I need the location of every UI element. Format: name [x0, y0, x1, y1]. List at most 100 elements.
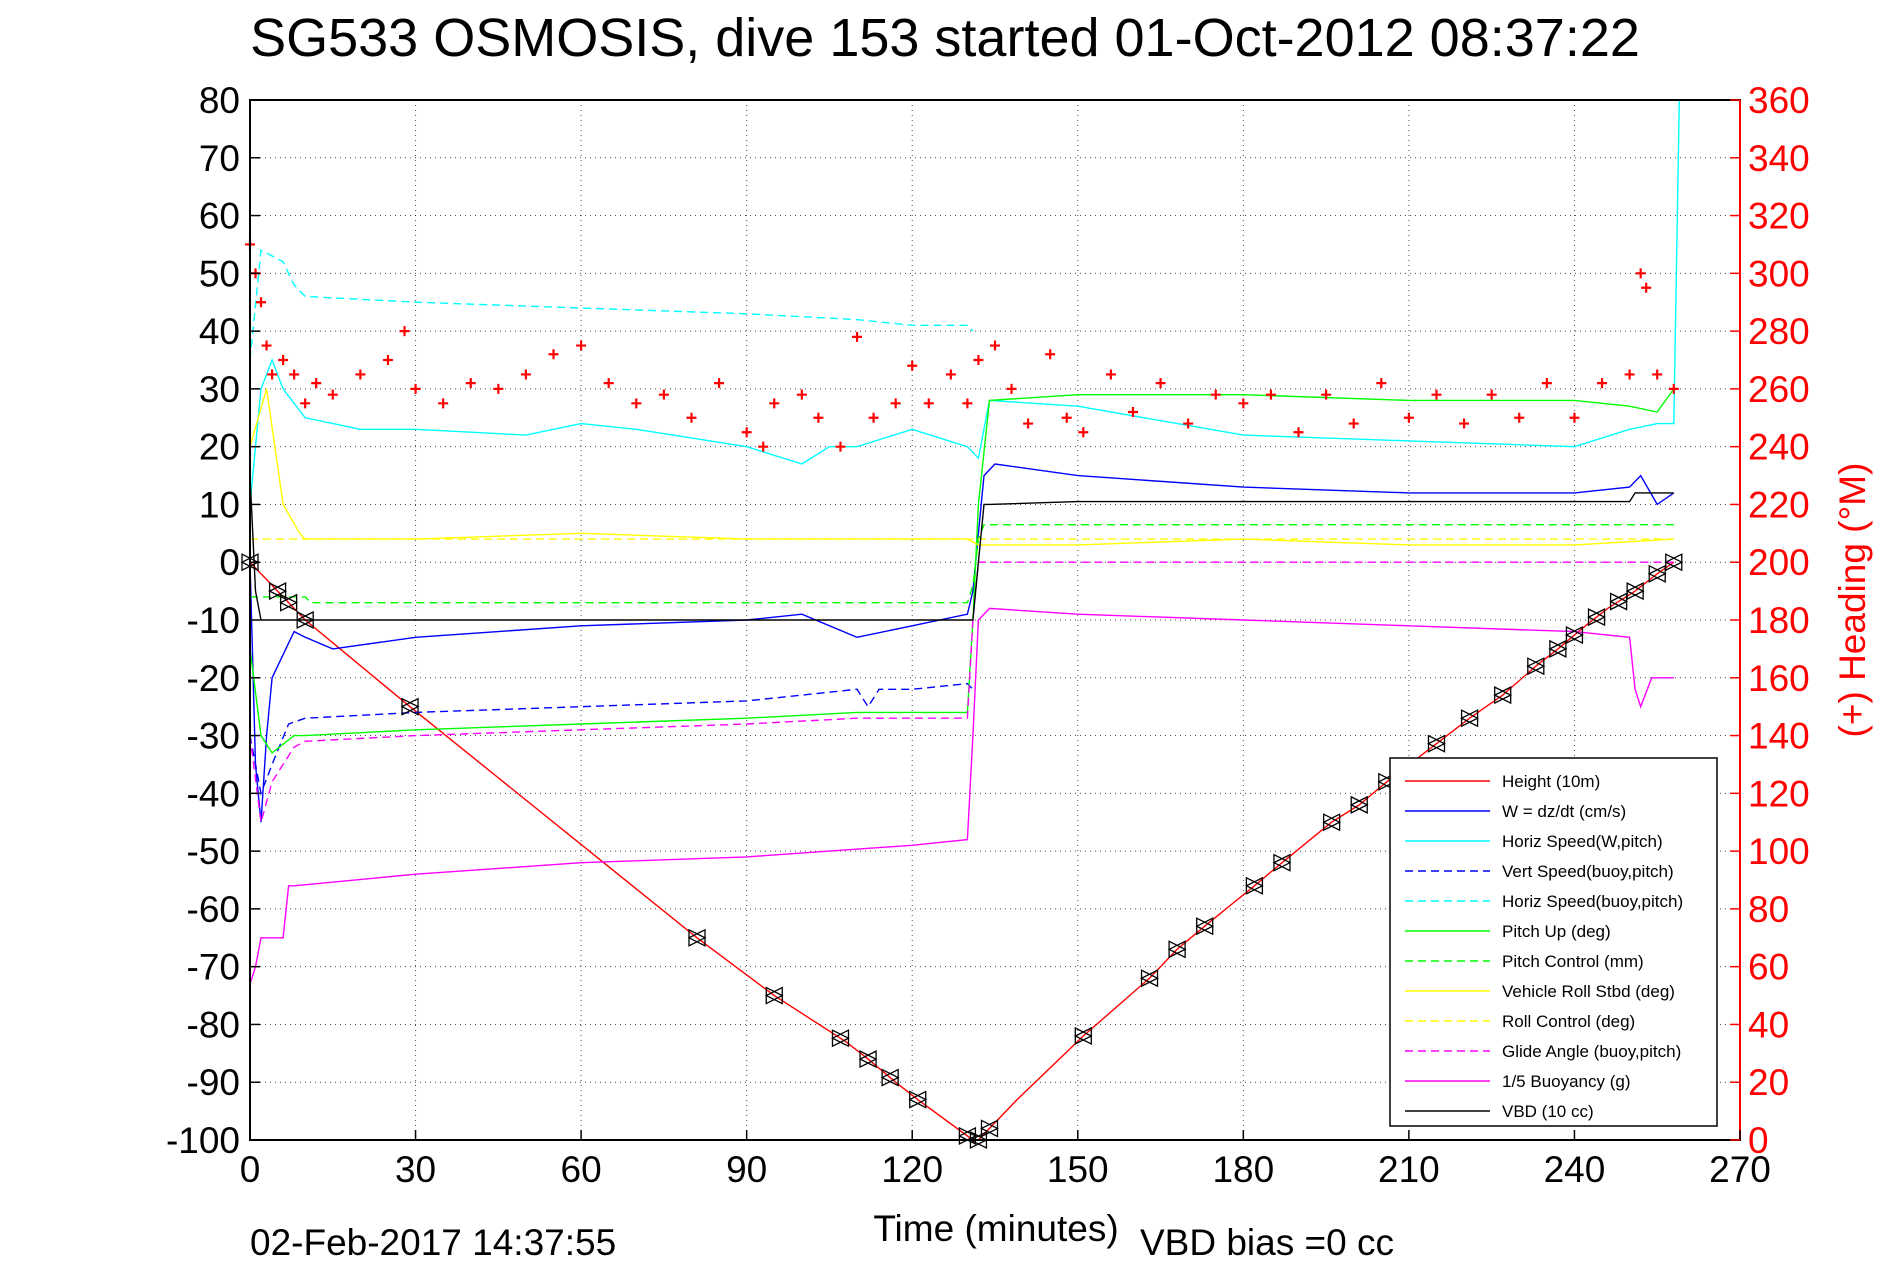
- legend-label: Pitch Control (mm): [1502, 952, 1644, 971]
- heading-point: [576, 340, 587, 351]
- heading-point: [1569, 412, 1580, 423]
- heading-point: [278, 355, 289, 365]
- y2-tick-label: 300: [1748, 253, 1810, 294]
- y-tick-label: 60: [199, 196, 240, 237]
- legend-label: Glide Angle (buoy,pitch): [1502, 1042, 1681, 1061]
- legend-label: Horiz Speed(W,pitch): [1502, 832, 1663, 851]
- y2-tick-label: 280: [1748, 311, 1810, 352]
- heading-point: [1078, 427, 1089, 438]
- heading-point: [1624, 369, 1635, 380]
- heading-point: [990, 340, 1000, 351]
- y2-tick-label: 360: [1748, 80, 1810, 121]
- heading-point: [520, 369, 531, 380]
- y-tick-label: -40: [187, 773, 240, 814]
- depth-marker: [279, 593, 299, 612]
- y-tick-label: -50: [187, 831, 240, 872]
- heading-point: [741, 427, 752, 438]
- heading-point: [835, 441, 846, 452]
- legend-entry: W = dz/dt (cm/s): [1405, 802, 1626, 821]
- y-tick-label: -10: [187, 600, 240, 641]
- heading-point: [686, 412, 697, 423]
- series-heading-m: [245, 239, 1679, 452]
- heading-point: [658, 389, 669, 400]
- heading-point: [1210, 389, 1221, 400]
- depth-marker: [400, 697, 420, 716]
- legend-label: Vert Speed(buoy,pitch): [1502, 862, 1674, 881]
- heading-point: [1348, 418, 1359, 429]
- heading-point: [1265, 389, 1276, 400]
- heading-point: [813, 412, 824, 423]
- heading-point: [1045, 349, 1056, 360]
- chart-title: SG533 OSMOSIS, dive 153 started 01-Oct-2…: [250, 8, 1640, 68]
- y2-tick-label: 80: [1748, 889, 1789, 930]
- heading-point: [1514, 412, 1525, 423]
- heading-point: [399, 326, 410, 337]
- heading-point: [382, 355, 393, 365]
- legend-box: [1389, 757, 1718, 1127]
- heading-point: [1597, 378, 1608, 389]
- heading-point: [769, 398, 780, 409]
- heading-point: [1635, 268, 1646, 279]
- heading-point: [1403, 412, 1414, 423]
- heading-point: [1376, 378, 1387, 389]
- y2-tick-label: 180: [1748, 600, 1810, 641]
- heading-point: [1459, 418, 1470, 429]
- x-tick-label: 60: [561, 1149, 602, 1190]
- heading-point: [1652, 369, 1663, 380]
- legend-label: Horiz Speed(buoy,pitch): [1502, 892, 1683, 911]
- depth-marker: [1140, 969, 1159, 988]
- legend-label: VBD (10 cc): [1502, 1102, 1594, 1121]
- y-tick-label: -90: [187, 1062, 240, 1103]
- y-tick-label: -70: [187, 947, 240, 988]
- depth-marker: [1647, 564, 1667, 583]
- heading-point: [1541, 378, 1552, 389]
- y-axis-left: -100-90-80-70-60-50-40-30-20-10010203040…: [166, 80, 260, 1161]
- series-vehicle-roll-stbd-deg: [249, 388, 1674, 546]
- x-tick-label: 240: [1544, 1149, 1606, 1190]
- heading-point: [1238, 398, 1249, 409]
- y2-tick-label: 20: [1748, 1062, 1789, 1103]
- legend-entry: 1/5 Buoyancy (g): [1405, 1072, 1631, 1091]
- y-axis-right: 0 20 40 60 80 100 120 140 160 180 200 220 240 260 280 3…: [1730, 80, 1810, 1161]
- heading-point: [1023, 418, 1034, 429]
- legend: Height (10m) W = dz/dt (cm/s) Horiz Speed(…: [1389, 757, 1718, 1127]
- legend-label: Height (10m): [1502, 772, 1600, 791]
- y-tick-label: 20: [199, 427, 240, 468]
- legend-entry: Vehicle Roll Stbd (deg): [1405, 982, 1675, 1001]
- series-horiz-speed-w-pitch: [249, 99, 1680, 505]
- depth-marker: [1167, 940, 1187, 959]
- legend-label: Roll Control (deg): [1502, 1012, 1635, 1031]
- depth-marker: [880, 1068, 900, 1087]
- depth-marker: [1073, 1026, 1093, 1046]
- heading-point: [289, 369, 300, 380]
- heading-point: [548, 349, 559, 360]
- heading-point: [890, 398, 901, 409]
- y-tick-label: -80: [187, 1004, 240, 1045]
- legend-label: W = dz/dt (cm/s): [1502, 802, 1626, 821]
- heading-point: [493, 383, 504, 394]
- series-vert-speed-buoy-pitch: [249, 682, 974, 796]
- series-horiz-speed-buoy-pitch: [249, 249, 974, 361]
- legend-entry: VBD (10 cc): [1405, 1102, 1594, 1121]
- series-w-dz-dt-cm-s: [249, 463, 1675, 823]
- legend-entry: Pitch Up (deg): [1405, 922, 1611, 941]
- heading-point: [631, 398, 642, 409]
- depth-markers: [240, 553, 1684, 1150]
- legend-entry: Horiz Speed(buoy,pitch): [1405, 892, 1683, 911]
- y2-tick-label: 220: [1748, 484, 1810, 525]
- y2-tick-label: 320: [1748, 196, 1810, 237]
- legend-label: 1/5 Buoyancy (g): [1502, 1072, 1631, 1091]
- heading-point: [438, 398, 449, 409]
- depth-marker: [1625, 582, 1645, 601]
- x-tick-label: 150: [1047, 1149, 1109, 1190]
- y-axis-right-label: (+) Heading (°M): [1832, 463, 1873, 738]
- heading-point: [1431, 389, 1442, 400]
- series-vbd-10-cc: [249, 475, 1674, 621]
- y-tick-label: -20: [187, 658, 240, 699]
- legend-entry: Roll Control (deg): [1405, 1012, 1635, 1031]
- heading-point: [945, 369, 956, 380]
- heading-point: [714, 378, 725, 389]
- depth-marker: [1526, 657, 1546, 676]
- heading-point: [1105, 369, 1116, 380]
- heading-point: [256, 297, 267, 308]
